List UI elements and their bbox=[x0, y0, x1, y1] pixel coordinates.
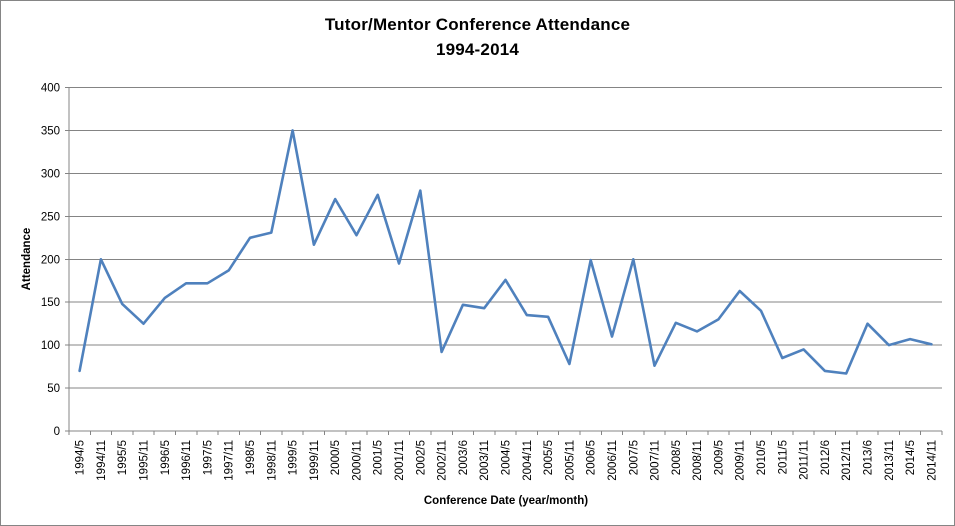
x-tick-label: 1999/11 bbox=[309, 440, 321, 481]
x-tick-label: 1997/5 bbox=[202, 440, 214, 475]
x-tick-label: 2012/11 bbox=[841, 440, 853, 481]
x-tick-label: 2001/5 bbox=[373, 440, 385, 475]
x-tick-label: 2003/6 bbox=[458, 440, 470, 475]
x-tick-label: 2013/11 bbox=[884, 440, 896, 481]
x-tick-label: 1997/11 bbox=[224, 440, 236, 481]
y-tick-label: 50 bbox=[47, 383, 60, 395]
attendance-line-series bbox=[78, 129, 933, 375]
x-tick-label: 2005/11 bbox=[564, 440, 576, 481]
x-tick-label: 2011/11 bbox=[799, 440, 811, 480]
y-tick-label: 350 bbox=[41, 125, 60, 137]
x-tick-label: 2007/11 bbox=[650, 440, 662, 481]
x-tick-label: 1999/5 bbox=[288, 440, 300, 475]
x-tick-label: 2002/11 bbox=[437, 440, 449, 481]
x-tick-label: 2007/5 bbox=[628, 440, 640, 475]
y-tick-label: 250 bbox=[41, 211, 60, 223]
y-tick-label: 150 bbox=[41, 297, 60, 309]
x-tick-label: 2011/5 bbox=[777, 440, 789, 474]
x-tick-label: 1998/5 bbox=[245, 440, 257, 475]
x-tick-label: 2006/11 bbox=[607, 440, 619, 481]
x-axis-title: Conference Date (year/month) bbox=[423, 495, 589, 507]
x-tick-label: 2004/11 bbox=[522, 440, 534, 481]
x-tick-label: 2000/5 bbox=[330, 440, 342, 475]
x-tick-label: 2012/6 bbox=[820, 440, 832, 475]
y-tick-label: 100 bbox=[41, 340, 60, 352]
x-tick-label: 2002/5 bbox=[415, 440, 427, 475]
x-tick-label: 2014/11 bbox=[926, 440, 938, 481]
y-tick-label: 300 bbox=[41, 168, 60, 180]
x-tick-label: 1996/11 bbox=[181, 440, 193, 481]
x-tick-label: 1996/5 bbox=[160, 440, 172, 475]
y-tick-label: 0 bbox=[54, 426, 60, 438]
chart-subtitle: 1994-2014 bbox=[435, 40, 520, 59]
x-tick-label: 2003/11 bbox=[479, 440, 491, 481]
x-tick-label: 2009/5 bbox=[713, 440, 725, 475]
x-tick-label: 2008/5 bbox=[671, 440, 683, 475]
x-tick-label: 2013/6 bbox=[862, 440, 874, 475]
x-tick-label: 2008/11 bbox=[692, 440, 704, 481]
x-tick-label: 2001/11 bbox=[394, 440, 406, 481]
chart-title: Tutor/Mentor Conference Attendance bbox=[324, 15, 631, 34]
x-tick-label: 1994/5 bbox=[75, 440, 87, 475]
x-tick-label: 2014/5 bbox=[905, 440, 917, 475]
x-tick-label: 2010/5 bbox=[756, 440, 768, 475]
y-tick-label: 400 bbox=[41, 83, 60, 95]
x-tick-label: 2006/5 bbox=[586, 440, 598, 475]
x-tick-label: 1998/11 bbox=[266, 440, 278, 481]
x-tick-label: 2000/11 bbox=[351, 440, 363, 481]
x-tick-label: 1995/5 bbox=[117, 440, 129, 475]
y-tick-label: 200 bbox=[41, 254, 60, 266]
x-tick-label: 1994/11 bbox=[96, 440, 108, 481]
x-tick-label: 2009/11 bbox=[735, 440, 747, 481]
y-axis-title: Attendance bbox=[21, 227, 33, 291]
x-tick-label: 2005/5 bbox=[543, 440, 555, 475]
x-tick-label: 1995/11 bbox=[139, 440, 151, 481]
x-tick-label: 2004/5 bbox=[501, 440, 513, 475]
